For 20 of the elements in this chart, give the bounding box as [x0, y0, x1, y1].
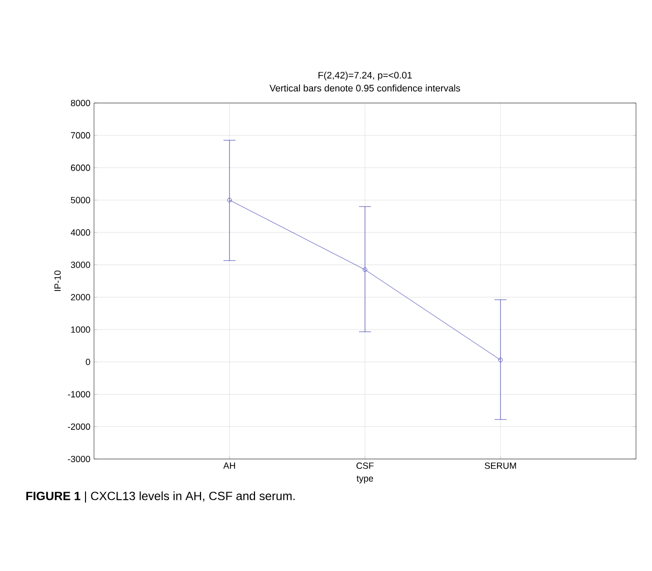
y-tick-label: 1000 — [71, 326, 90, 333]
y-tick-label: 8000 — [70, 100, 90, 106]
y-tick-label: 3000 — [70, 262, 90, 268]
y-tick-label: 2000 — [70, 294, 90, 300]
y-tick-label: -3000 — [68, 456, 90, 462]
y-tick-label: 4000 — [70, 229, 90, 236]
x-tick-label: AH — [223, 462, 236, 469]
y-tick-label: 6000 — [70, 164, 90, 171]
y-tick-label: -2000 — [68, 423, 90, 430]
chart-title: F(2,42)=7.24, p=<0.01 — [318, 72, 412, 80]
x-tick-label: CSF — [356, 462, 374, 469]
y-axis-title: IP-10 — [54, 270, 61, 291]
y-tick-label: 0 — [86, 358, 90, 366]
x-tick-label: SERUM — [484, 462, 516, 469]
y-tick-label: 7000 — [70, 132, 90, 139]
y-tick-label: 5000 — [70, 196, 90, 204]
text: FIGURE 1 | CXCL13 levels in AH, CSF and serum. — [26, 491, 295, 503]
chart-subtitle: Vertical bars denote 0.95 confidence intervals — [270, 84, 460, 92]
x-axis-title: type — [356, 476, 374, 484]
y-tick-label: -1000 — [68, 391, 90, 398]
